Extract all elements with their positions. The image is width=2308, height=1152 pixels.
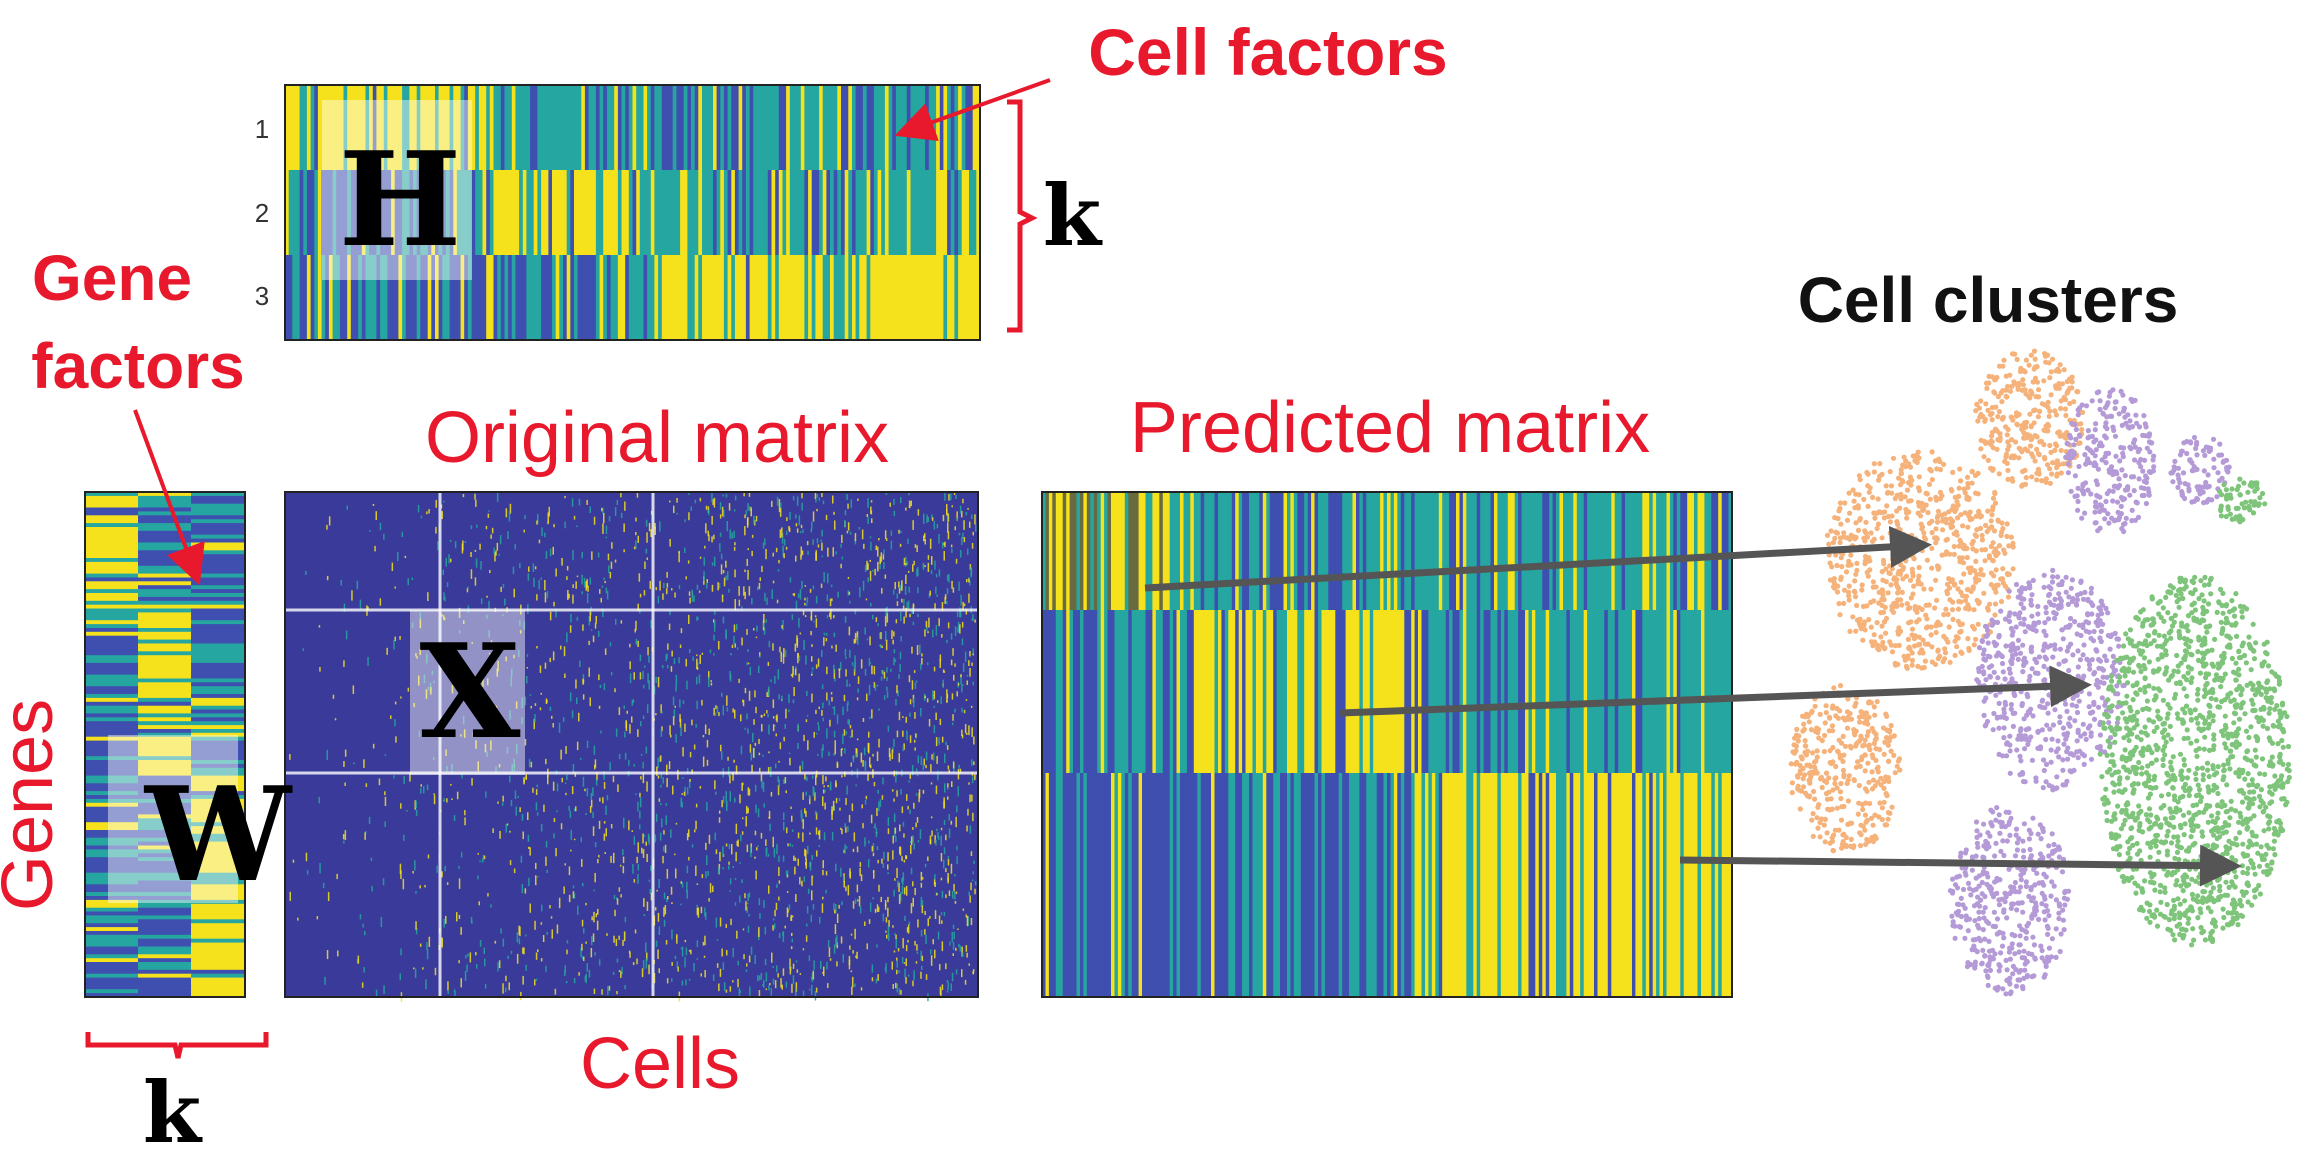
predicted-matrix-label: Predicted matrix <box>1130 388 1650 468</box>
cells-axis-label: Cells <box>580 1024 740 1104</box>
matrix-letter-h: H <box>339 123 462 276</box>
arrow-factor-2 <box>1339 665 2092 717</box>
h-row-1: 1 <box>255 114 269 144</box>
mapping-arrows <box>1144 525 2242 887</box>
x-highlight-box <box>410 610 525 775</box>
arrow-factor-3 <box>1679 844 2242 887</box>
gene-factors-label-line2: factors <box>31 330 244 402</box>
genes-axis-label: Genes <box>0 699 68 911</box>
original-matrix-x <box>284 491 979 1002</box>
arrow-factor-1 <box>1144 525 1932 592</box>
gene-factor-matrix-w <box>84 491 246 998</box>
cell-factors-arrow <box>894 78 1051 142</box>
cell-clusters-scatter <box>1788 348 2292 997</box>
h-highlight-box <box>322 100 472 280</box>
gene-factors-arrow <box>133 409 205 586</box>
original-matrix-label: Original matrix <box>425 398 889 478</box>
k-label-right: k <box>1043 166 1103 265</box>
h-row-2: 2 <box>255 198 269 228</box>
cell-clusters-label: Cell clusters <box>1798 264 2179 336</box>
predicted-matrix <box>1041 491 1733 998</box>
gene-factors-label-line1: Gene <box>32 242 192 314</box>
k-label-bottom: k <box>143 1063 203 1152</box>
k-bracket-right <box>1007 99 1038 333</box>
cell-factor-matrix-h <box>284 84 981 341</box>
cell-factors-label: Cell factors <box>1088 15 1447 89</box>
matrix-letter-w: W <box>143 758 293 911</box>
h-row-labels: 1 2 3 <box>255 114 269 311</box>
k-bracket-bottom <box>85 1032 269 1059</box>
w-highlight-box <box>108 735 238 903</box>
h-row-3: 3 <box>255 281 269 311</box>
matrix-letter-x: X <box>420 615 521 768</box>
